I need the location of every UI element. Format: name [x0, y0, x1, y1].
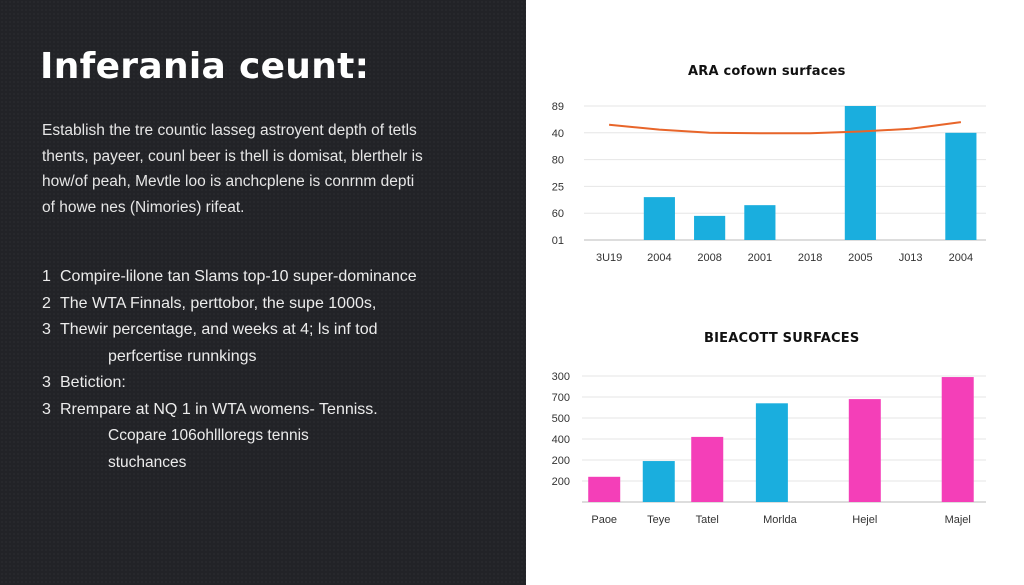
y-tick-label: 700	[552, 392, 570, 404]
list-item-number	[90, 348, 108, 375]
x-tick-label: Paoe	[591, 514, 617, 526]
bar	[755, 403, 788, 502]
list-item: 1 Compire-lilone tan Slams top-10 super-…	[42, 268, 502, 295]
intro-paragraph: Establish the tre countic lasseg astroye…	[42, 118, 482, 220]
x-tick-label: J013	[899, 252, 923, 264]
list-item: Ccopare 106ohllloregs tennis	[42, 427, 502, 454]
bar	[848, 399, 881, 502]
page-title: Inferania ceunt:	[40, 46, 370, 87]
list-item: 2 The WTA Finnals, perttobor, the supe 1…	[42, 295, 502, 322]
list-item: 3 Rrempare at NQ 1 in WTA womens- Tennis…	[42, 401, 502, 428]
y-tick-label: 200	[552, 455, 570, 467]
intro-line: Establish the tre countic lasseg astroye…	[42, 122, 417, 139]
y-tick-label: 01	[552, 235, 564, 247]
list-item-number: 3	[42, 374, 51, 391]
list-item-number	[90, 454, 108, 481]
bar	[588, 476, 621, 502]
x-tick-label: Hejel	[852, 514, 877, 526]
x-tick-label: 2001	[748, 252, 772, 264]
numbered-list: 1 Compire-lilone tan Slams top-10 super-…	[42, 268, 502, 480]
intro-line: thents, payeer, counl beer is thell is d…	[42, 147, 423, 165]
chart-title-bottom: BIEACOTT SURFACES	[704, 331, 860, 346]
x-tick-label: 2004	[949, 252, 973, 264]
list-item-text: Compire-lilone tan Slams top-10 super-do…	[60, 268, 417, 285]
list-item-text: Rrempare at NQ 1 in WTA womens- Tenniss.	[60, 400, 378, 418]
list-item-text: Ccopare 106ohllloregs tennis	[108, 427, 309, 444]
x-tick-label: 2004	[647, 252, 671, 264]
bar	[643, 197, 675, 240]
left-panel: Inferania ceunt: Establish the tre count…	[0, 0, 526, 585]
intro-line: of howe nes (Nimories) rifeat.	[42, 198, 245, 216]
list-item-number: 2	[42, 294, 51, 312]
x-tick-label: 2008	[697, 252, 721, 264]
chart-bottom: 200 200 400 500 700 300 Paoe Teye Tatel Morlda Hej…	[552, 371, 986, 526]
list-item-number	[90, 427, 108, 454]
x-tick-label: 3U19	[596, 252, 622, 264]
bar	[744, 205, 776, 240]
list-item-text: stuchances	[108, 453, 187, 471]
y-tick-label: 25	[552, 181, 564, 193]
list-item-text: Thewir percentage, and weeks at 4; ls in…	[60, 321, 378, 338]
list-item: stuchances	[42, 454, 502, 481]
x-tick-label: 2018	[798, 252, 822, 264]
x-tick-label: Tatel	[696, 514, 719, 526]
list-item: perfcertise runnkings	[42, 348, 502, 375]
list-item-number: 1	[42, 268, 51, 285]
chart-title-top: ARA cofown surfaces	[688, 64, 846, 79]
y-tick-label: 80	[552, 155, 564, 167]
y-tick-label: 60	[552, 208, 564, 220]
bar	[941, 377, 974, 502]
bar	[844, 106, 876, 240]
x-tick-label: 2005	[848, 252, 872, 264]
y-tick-label: 300	[552, 371, 570, 383]
y-tick-label: 200	[552, 476, 570, 488]
y-tick-label: 400	[552, 434, 570, 446]
list-item-number: 3	[42, 400, 51, 418]
intro-line: how/of peah, Mevtle loo is anchcplene is…	[42, 173, 415, 190]
list-item-text: The WTA Finnals, perttobor, the supe 100…	[60, 294, 377, 312]
bar	[691, 436, 724, 502]
y-tick-label: 40	[552, 128, 564, 140]
bar	[642, 461, 675, 502]
x-tick-label: Teye	[647, 514, 670, 526]
list-item: 3 Thewir percentage, and weeks at 4; ls …	[42, 321, 502, 348]
bar	[945, 132, 977, 240]
list-item-number: 3	[42, 321, 51, 338]
y-tick-label: 500	[552, 413, 570, 425]
y-tick-label: 89	[552, 101, 564, 113]
x-tick-label: Majel	[945, 514, 971, 526]
x-tick-label: Morlda	[763, 514, 798, 526]
chart-top: 01 60 25 80 40 89 3U19 2004 2008 2001 2018 2005 J013…	[552, 101, 986, 264]
list-item-text: perfcertise runnkings	[108, 347, 257, 365]
list-item-text: Betiction:	[60, 374, 126, 391]
overlay-line	[609, 121, 962, 135]
list-item: 3 Betiction:	[42, 374, 502, 401]
bar	[694, 215, 726, 240]
